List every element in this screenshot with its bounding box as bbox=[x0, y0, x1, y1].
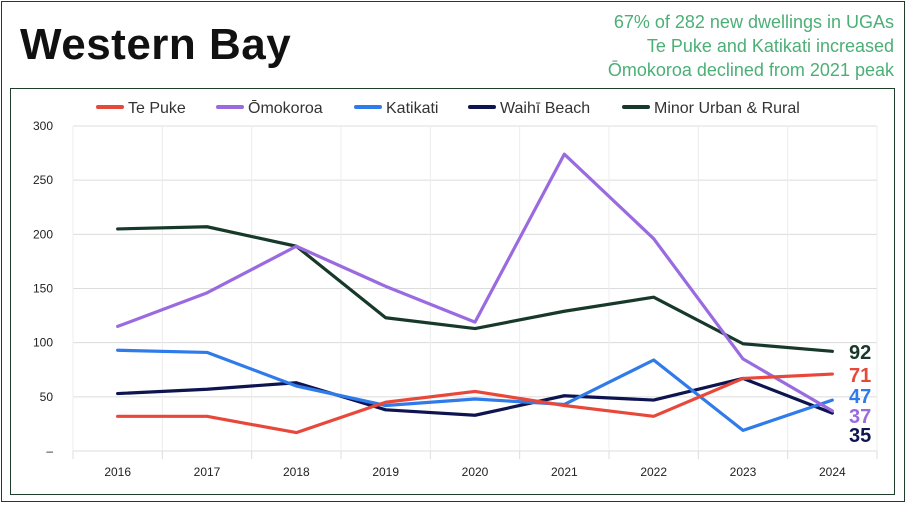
y-tick-label: 300 bbox=[33, 119, 53, 133]
series-line bbox=[116, 376, 834, 417]
legend-label: Ōmokoroa bbox=[248, 99, 323, 117]
y-tick-label: 100 bbox=[33, 336, 53, 350]
end-value-label: 35 bbox=[849, 425, 871, 447]
subtitle-line-1: 67% of 282 new dwellings in UGAs bbox=[613, 12, 894, 32]
end-value-label: 37 bbox=[849, 406, 871, 428]
end-value-label: 47 bbox=[849, 386, 871, 408]
y-tick-label: 200 bbox=[33, 227, 53, 241]
series-line bbox=[116, 372, 834, 435]
legend-label: Waihī Beach bbox=[500, 100, 590, 117]
x-tick-label: 2017 bbox=[194, 465, 221, 479]
chart-panel bbox=[10, 88, 895, 495]
series-line bbox=[116, 225, 834, 353]
x-tick-label: 2023 bbox=[730, 465, 757, 479]
x-tick-label: 2024 bbox=[819, 465, 846, 479]
legend-label: Minor Urban & Rural bbox=[654, 100, 800, 117]
page-title: Western Bay bbox=[20, 20, 292, 69]
series-line bbox=[116, 152, 834, 413]
legend-label: Te Puke bbox=[128, 100, 186, 117]
y-tick-label: 50 bbox=[40, 390, 54, 404]
subtitle-line-2: Te Puke and Katikati increased bbox=[646, 36, 894, 56]
end-value-label: 71 bbox=[849, 365, 871, 387]
legend-label: Katikati bbox=[386, 100, 438, 117]
end-value-label: 92 bbox=[849, 342, 871, 364]
y-tick-label: – bbox=[46, 444, 53, 458]
subtitle-line-3: Ōmokoroa declined from 2021 peak bbox=[607, 60, 894, 80]
x-tick-label: 2022 bbox=[640, 465, 667, 479]
subtitle: 67% of 282 new dwellings in UGAs Te Puke… bbox=[608, 10, 894, 82]
y-tick-label: 250 bbox=[33, 173, 53, 187]
series-line bbox=[116, 348, 834, 433]
x-tick-label: 2020 bbox=[462, 465, 489, 479]
x-tick-label: 2019 bbox=[372, 465, 399, 479]
x-tick-label: 2018 bbox=[283, 465, 310, 479]
y-tick-label: 150 bbox=[33, 282, 53, 296]
x-tick-label: 2016 bbox=[104, 465, 131, 479]
x-tick-label: 2021 bbox=[551, 465, 578, 479]
